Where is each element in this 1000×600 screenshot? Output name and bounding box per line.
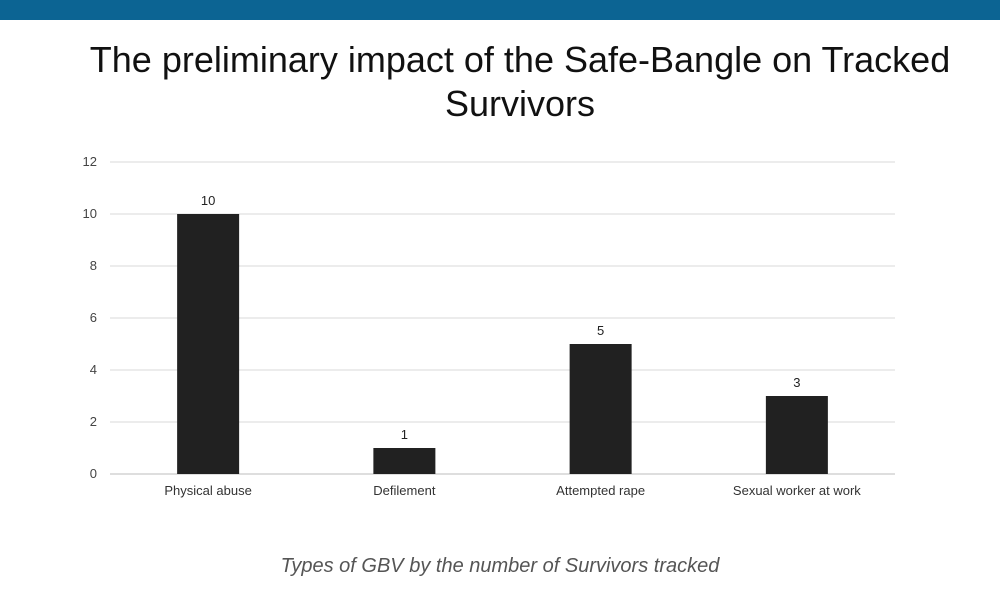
category-label: Physical abuse [164, 483, 251, 498]
bars [177, 214, 828, 474]
bar [765, 396, 828, 474]
x-axis-categories: Physical abuse Defilement Attempted rape Se… [164, 483, 861, 498]
bar [569, 344, 632, 474]
data-labels: 10 1 5 3 [201, 193, 801, 442]
bar-value-label: 10 [201, 193, 215, 208]
y-tick-label: 8 [90, 258, 97, 273]
y-tick-label: 4 [90, 362, 97, 377]
bar-value-label: 1 [401, 427, 408, 442]
y-tick-label: 6 [90, 310, 97, 325]
y-tick-label: 2 [90, 414, 97, 429]
chart-caption: Types of GBV by the number of Survivors … [280, 555, 720, 577]
y-axis-ticks: 0 2 4 6 8 10 12 [83, 154, 97, 481]
bar-value-label: 3 [793, 375, 800, 390]
category-label: Attempted rape [556, 483, 645, 498]
slide-title: The preliminary impact of the Safe-Bangl… [89, 39, 951, 124]
grid-lines [110, 161, 895, 475]
header-bar [0, 0, 1000, 20]
bar-value-label: 5 [597, 323, 604, 338]
bar [373, 448, 436, 474]
category-label: Defilement [373, 483, 436, 498]
bar [177, 214, 240, 474]
y-tick-label: 10 [83, 206, 97, 221]
y-tick-label: 12 [83, 154, 97, 169]
y-tick-label: 0 [90, 466, 97, 481]
category-label: Sexual worker at work [733, 483, 861, 498]
